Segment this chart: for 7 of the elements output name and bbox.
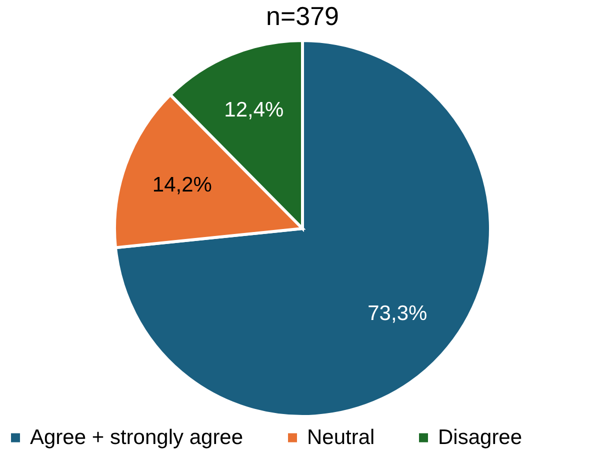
legend-label: Disagree [438, 426, 522, 449]
legend-label: Neutral [307, 426, 375, 449]
data-label: 12,4% [224, 98, 284, 122]
legend-label: Agree + strongly agree [30, 426, 244, 449]
data-label: 73,3% [368, 302, 428, 326]
data-label: 14,2% [152, 173, 212, 196]
chart-title: n=379 [266, 1, 340, 31]
